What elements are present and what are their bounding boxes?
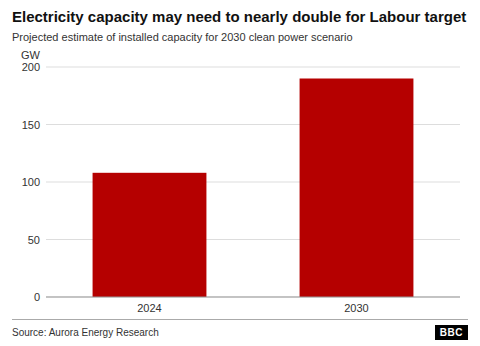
title: Electricity capacity may need to nearly … (12, 8, 468, 27)
y-tick-label: 0 (34, 291, 40, 303)
y-axis-label: GW (21, 49, 41, 61)
bar (93, 173, 207, 297)
y-axis: 0 50 100 150 200 (22, 61, 460, 303)
y-tick-label: 50 (28, 233, 40, 245)
subtitle: Projected estimate of installed capacity… (12, 31, 468, 43)
source: Source: Aurora Energy Research (12, 327, 159, 338)
x-axis-line (46, 296, 460, 297)
chart-svg: 0 50 100 150 200GW 2024 2030 (12, 47, 468, 319)
chart-area: 0 50 100 150 200GW 2024 2030 (12, 47, 468, 319)
y-tick-label: 200 (22, 61, 40, 73)
footer: Source: Aurora Energy Research BBC (12, 319, 468, 340)
grid-line (46, 66, 460, 67)
y-tick-label: 150 (22, 118, 40, 130)
page: Electricity capacity may need to nearly … (0, 0, 480, 346)
grid-line (46, 296, 460, 297)
bars (93, 78, 414, 297)
logo: BBC (435, 325, 468, 340)
x-axis: 2024 2030 (137, 302, 368, 314)
x-tick-label: 2030 (344, 302, 368, 314)
y-tick-label: 100 (22, 176, 40, 188)
x-tick-label: 2024 (137, 302, 161, 314)
bar (300, 78, 414, 297)
